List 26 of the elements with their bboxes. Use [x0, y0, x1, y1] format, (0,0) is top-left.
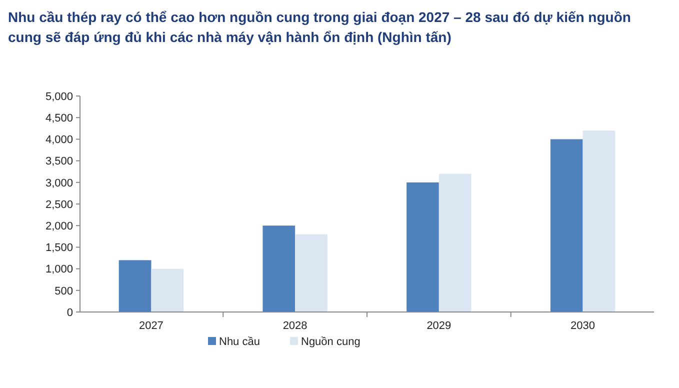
y-tick-label: 3,000	[45, 177, 73, 190]
bar	[295, 234, 328, 312]
y-tick-label: 2,500	[45, 198, 73, 211]
y-tick-label: 1,500	[45, 242, 73, 254]
bar	[406, 182, 439, 312]
bar	[151, 268, 184, 312]
y-tick-label: 4,000	[45, 134, 73, 146]
x-tick-label: 2029	[426, 320, 452, 332]
legend-label: Nguồn cung	[301, 336, 360, 348]
bar	[438, 174, 472, 312]
y-tick-label: 2,000	[45, 220, 73, 232]
x-tick-label: 2030	[570, 320, 596, 332]
y-tick-label: 500	[54, 285, 73, 298]
legend-label: Nhu cầu	[219, 336, 260, 348]
x-tick-label: 2027	[138, 320, 164, 332]
y-tick-label: 0	[66, 306, 73, 319]
chart-title: Nhu cầu thép ray có thể cao hơn nguồn cung trong giai đoạn 2027 – 28 sau đó dự kiến nguồn cung sẽ đáp ứng đủ khi các nhà máy vận hành ổn định (Nghìn tấn)	[8, 9, 631, 45]
bar	[582, 130, 616, 312]
y-tick-label: 3,500	[45, 156, 73, 168]
bar	[550, 139, 583, 312]
y-tick-label: 1,000	[45, 264, 73, 276]
y-tick-label: 5,000	[45, 90, 73, 103]
y-tick-label: 4,500	[45, 112, 73, 124]
x-tick-label: 2028	[282, 320, 308, 332]
bar	[262, 226, 296, 312]
bar	[118, 260, 152, 312]
